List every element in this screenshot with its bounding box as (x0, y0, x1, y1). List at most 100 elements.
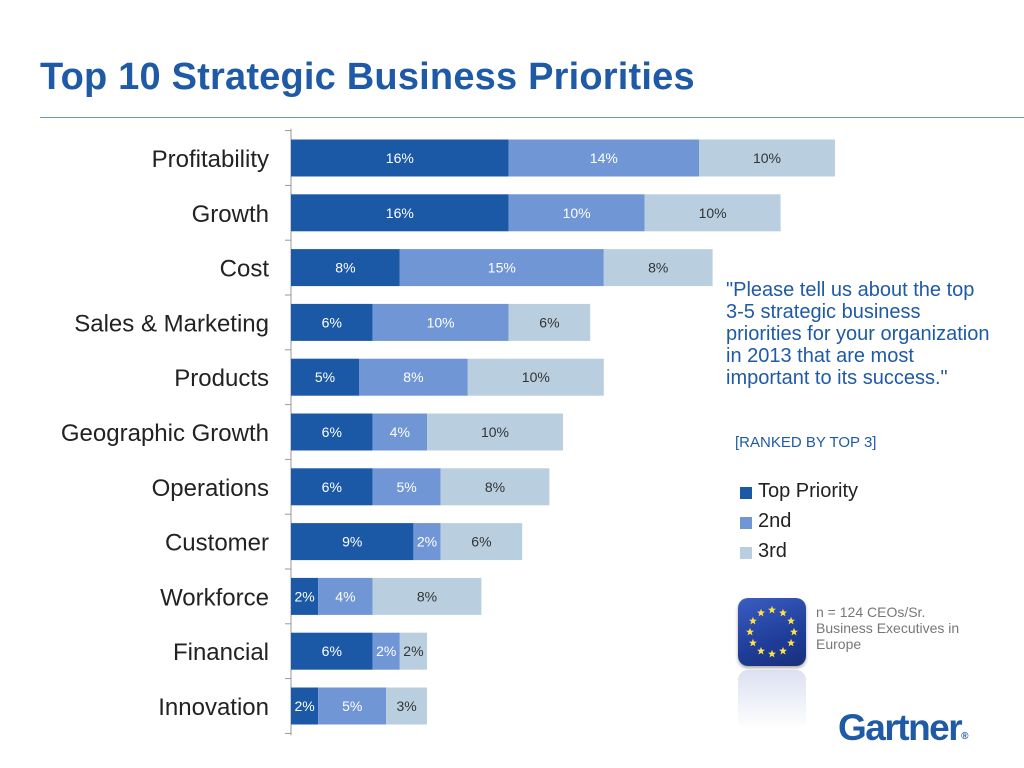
legend-label: 3rd (758, 540, 787, 562)
data-label: 9% (342, 534, 362, 550)
bar-segment (644, 194, 781, 232)
star-icon (748, 638, 757, 647)
survey-question: "Please tell us about the top 3-5 strate… (726, 279, 990, 389)
star-icon (787, 616, 796, 625)
data-label: 6% (322, 424, 342, 440)
category-label: Sales & Marketing (74, 310, 269, 337)
category-label: Workforce (160, 584, 269, 611)
sample-note: n = 124 CEOs/Sr. Business Executives in … (816, 604, 960, 652)
bar-segment (699, 139, 835, 177)
bar-segment (440, 468, 550, 506)
category-label: Financial (173, 639, 269, 666)
bar-segment (440, 523, 523, 561)
category-label: Products (174, 365, 269, 392)
category-label: Profitability (152, 146, 269, 173)
ranked-note: [RANKED BY TOP 3] (735, 434, 877, 451)
bar-segment (318, 577, 373, 615)
data-label: 8% (417, 588, 437, 604)
bar-segment (291, 468, 373, 506)
legend-swatch (740, 517, 752, 529)
data-label: 6% (539, 314, 559, 330)
bar-segment (291, 687, 319, 725)
bar-segment (291, 413, 373, 451)
data-label: 4% (335, 588, 355, 604)
data-label: 10% (522, 369, 550, 385)
eu-stars-icon (738, 598, 806, 666)
data-label: 2% (294, 698, 314, 714)
star-icon (768, 649, 776, 658)
bar-segment (508, 194, 645, 232)
title-divider (40, 117, 1024, 118)
data-label: 2% (403, 643, 423, 659)
data-label: 16% (386, 150, 414, 166)
data-label: 6% (322, 314, 342, 330)
bar-segment (372, 413, 427, 451)
logo-mark: ® (961, 731, 969, 742)
bar-segment (291, 632, 373, 670)
data-label: 6% (471, 534, 491, 550)
bar-segment (291, 249, 400, 287)
data-label: 8% (648, 260, 668, 276)
category-label: Operations (152, 475, 269, 502)
data-label: 10% (699, 205, 727, 221)
star-icon (768, 605, 776, 614)
star-icon (790, 627, 798, 636)
data-label: 5% (315, 369, 335, 385)
gartner-logo: Gartner® (838, 707, 969, 749)
data-label: 5% (342, 698, 362, 714)
logo-text: Gartner (838, 707, 963, 748)
data-label: 6% (322, 479, 342, 495)
data-label: 2% (417, 534, 437, 550)
category-label: Customer (165, 530, 269, 557)
category-label: Geographic Growth (61, 420, 269, 447)
bar-segment (291, 139, 509, 177)
star-icon (779, 646, 787, 655)
page-title: Top 10 Strategic Business Priorities (40, 56, 695, 98)
data-label: 3% (396, 698, 416, 714)
category-label: Innovation (158, 694, 269, 721)
data-label: 8% (403, 369, 423, 385)
bar-segment (372, 632, 400, 670)
bar-segment (467, 358, 604, 396)
bar-segment (318, 687, 387, 725)
data-label: 8% (485, 479, 505, 495)
bar-segment (291, 303, 373, 341)
star-icon (757, 608, 765, 617)
legend-swatch (740, 547, 752, 559)
data-label: 2% (376, 643, 396, 659)
data-label: 6% (322, 643, 342, 659)
bar-segment (603, 249, 713, 287)
star-icon (779, 608, 787, 617)
legend-label: 2nd (758, 510, 792, 532)
legend-swatch (740, 487, 752, 499)
bar-segment (508, 303, 591, 341)
data-label: 10% (753, 150, 781, 166)
data-label: 10% (563, 205, 591, 221)
data-label: 16% (386, 205, 414, 221)
bar-segment (372, 577, 482, 615)
category-label: Cost (220, 256, 270, 283)
bar-segment (359, 358, 468, 396)
data-label: 14% (590, 150, 618, 166)
data-label: 5% (396, 479, 416, 495)
bar-segment (427, 413, 563, 451)
star-icon (746, 627, 754, 636)
bar-segment (413, 523, 441, 561)
star-icon (787, 638, 796, 647)
bar-segment (291, 523, 414, 561)
bar-segment (291, 577, 319, 615)
data-label: 8% (335, 260, 355, 276)
bar-segment (372, 468, 441, 506)
category-label: Growth (192, 201, 269, 228)
data-label: 10% (481, 424, 509, 440)
data-label: 4% (390, 424, 410, 440)
star-icon (748, 616, 757, 625)
bar-segment (386, 687, 427, 725)
bar-segment (291, 194, 509, 232)
legend-label: Top Priority (758, 480, 859, 502)
data-label: 10% (427, 314, 455, 330)
bar-segment (399, 632, 427, 670)
star-icon (757, 646, 765, 655)
data-label: 2% (294, 588, 314, 604)
